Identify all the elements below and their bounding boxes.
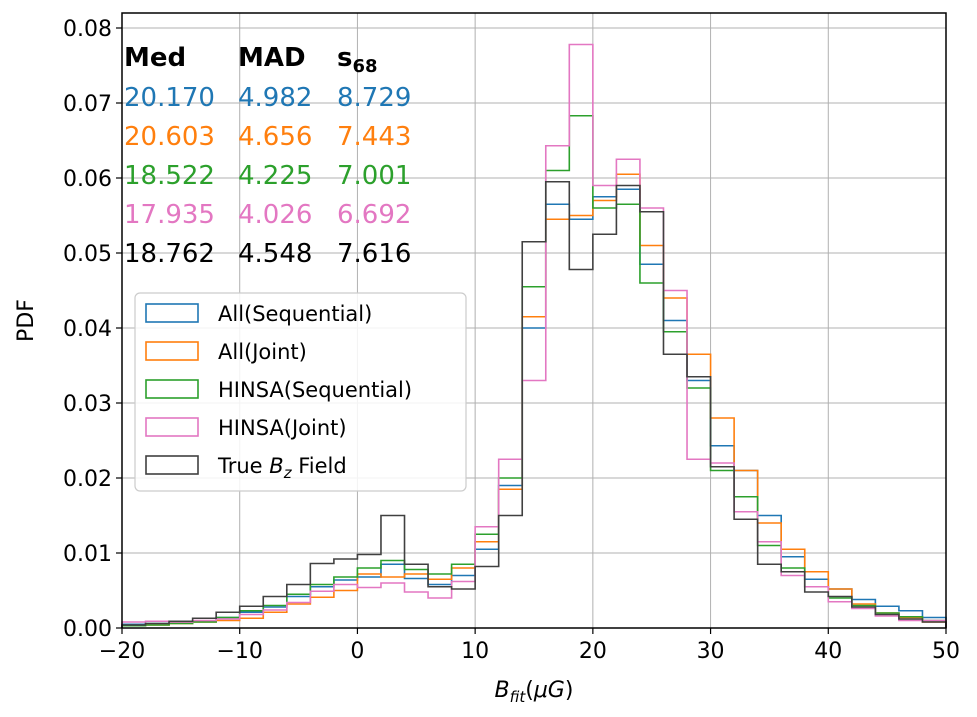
- legend-label: HINSA(Joint): [218, 416, 347, 440]
- legend-swatch: [145, 341, 199, 361]
- stats-med-value: 18.762: [124, 239, 215, 269]
- legend-label: HINSA(Sequential): [218, 378, 412, 402]
- x-axis-label: Bfit(μG): [495, 678, 574, 706]
- y-tick-label: 0.04: [63, 317, 112, 342]
- x-axis: −20 −10 0 10 20 30 40 50: [99, 628, 960, 664]
- stats-table: Med MAD s68 20.170 4.982 8.729 20.603 4.656 7.44…: [124, 43, 411, 269]
- legend: All(Sequential) All(Joint) HINSA(Sequentia…: [134, 292, 467, 492]
- legend-swatch: [145, 417, 199, 437]
- x-tick-label: 20: [579, 639, 607, 664]
- y-tick-label: 0.02: [63, 467, 112, 492]
- legend-label: All(Joint): [218, 340, 307, 364]
- stats-mad-value: 4.225: [238, 161, 312, 191]
- legend-swatch: [145, 379, 199, 399]
- legend-box: [134, 292, 467, 492]
- x-tick-label: 10: [461, 639, 489, 664]
- x-tick-label: 40: [814, 639, 842, 664]
- stats-mad-value: 4.982: [238, 83, 312, 113]
- histogram-series-true-b-z-field: [121, 180, 947, 628]
- stats-mad-value: 4.026: [238, 200, 312, 230]
- x-tick-label: 50: [932, 639, 960, 664]
- series-group: [121, 43, 947, 628]
- stats-med-value: 18.522: [124, 161, 215, 191]
- plot-frame: [121, 12, 947, 629]
- histogram-series-all-sequential: [121, 188, 947, 628]
- x-tick-label: −20: [99, 639, 145, 664]
- y-tick-label: 0.07: [63, 92, 112, 117]
- stats-med-value: 17.935: [124, 200, 215, 230]
- y-tick-label: 0.00: [63, 617, 112, 642]
- x-tick-label: 30: [697, 639, 725, 664]
- x-tick-label: 0: [350, 639, 364, 664]
- stats-mad-value: 4.548: [238, 239, 312, 269]
- stats-med-value: 20.170: [124, 83, 215, 113]
- stats-s68-value: 8.729: [337, 83, 411, 113]
- stats-header-med: Med: [124, 43, 186, 73]
- y-tick-label: 0.08: [63, 17, 112, 42]
- y-tick-label: 0.05: [63, 242, 112, 267]
- y-tick-label: 0.01: [63, 542, 112, 567]
- stats-s68-value: 7.616: [337, 239, 411, 269]
- legend-swatch: [145, 303, 199, 323]
- stats-header-mad: MAD: [238, 43, 306, 73]
- y-axis: 0.00 0.01 0.02 0.03 0.04 0.05 0.06 0.07 0.08: [63, 17, 122, 642]
- histogram-series-all-joint: [121, 173, 947, 628]
- y-tick-label: 0.06: [63, 167, 112, 192]
- y-tick-label: 0.03: [63, 392, 112, 417]
- stats-med-value: 20.603: [124, 122, 215, 152]
- stats-s68-value: 7.443: [337, 122, 411, 152]
- legend-label: True Bz Field: [217, 454, 347, 482]
- stats-s68-value: 6.692: [337, 200, 411, 230]
- stats-header-s68: s68: [337, 43, 378, 77]
- stats-mad-value: 4.656: [238, 122, 312, 152]
- x-tick-label: −10: [216, 639, 262, 664]
- y-axis-label: PDF: [14, 299, 39, 342]
- stats-s68-value: 7.001: [337, 161, 411, 191]
- legend-label: All(Sequential): [218, 302, 372, 326]
- legend-swatch: [145, 455, 199, 475]
